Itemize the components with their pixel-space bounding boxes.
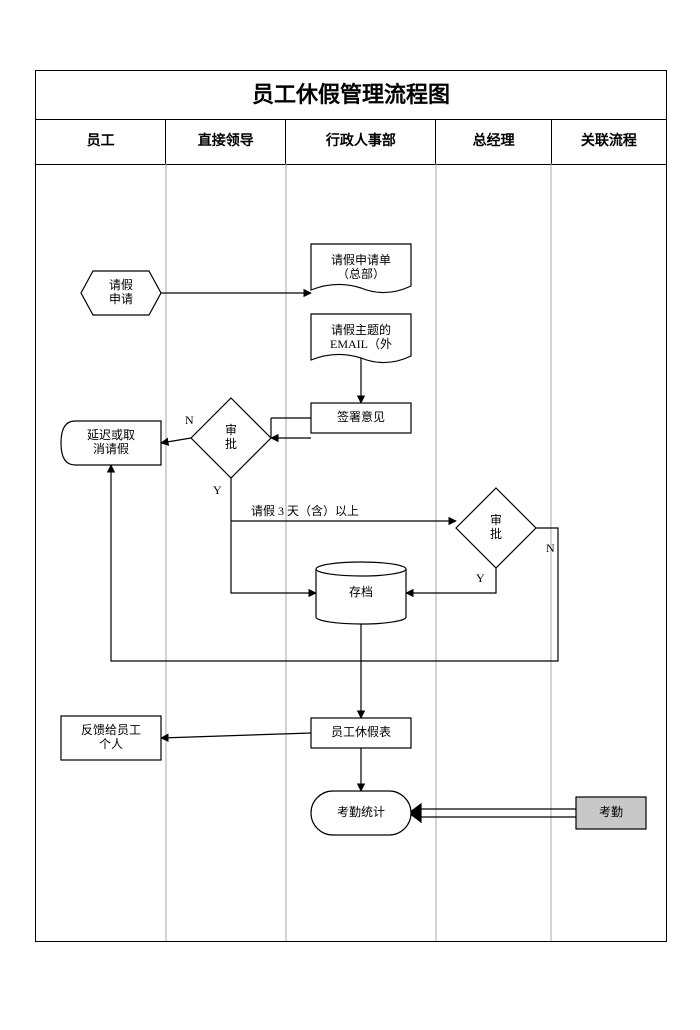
label-y2: Y [476,571,485,585]
node-email: 请假主题的EMAIL（外 [311,314,411,363]
lane-header-rel: 关联流程 [552,120,666,164]
label-cond: 请假 3 天（含）以上 [251,503,359,518]
node-feedback: 反馈给员工个人 [61,716,161,760]
svg-text:存档: 存档 [349,585,373,599]
node-attend: 考勤统计 [311,791,411,835]
svg-text:个人: 个人 [99,737,123,751]
svg-text:（总部）: （总部） [337,266,385,281]
label-n2: N [546,541,555,555]
label-y1: Y [213,483,222,497]
node-sign: 签署意见 [311,403,411,433]
svg-text:员工休假表: 员工休假表 [331,725,391,739]
svg-text:请假申请单: 请假申请单 [331,253,391,267]
svg-text:审: 审 [225,422,237,437]
svg-text:签署意见: 签署意见 [337,409,385,424]
svg-text:请假: 请假 [109,278,133,292]
svg-text:考勤统计: 考勤统计 [337,805,385,819]
node-apply: 请假申请 [81,271,161,315]
flowchart-frame: 员工休假管理流程图 员工 直接领导 行政人事部 总经理 关联流程 请假申请请 [35,70,667,942]
lane-header-hr: 行政人事部 [286,120,436,164]
node-form: 请假申请单（总部） [311,244,411,293]
svg-text:反馈给员工: 反馈给员工 [81,723,141,737]
svg-text:考勤: 考勤 [599,805,623,819]
chart-title: 员工休假管理流程图 [36,71,666,120]
lane-header-gm: 总经理 [436,120,551,164]
lane-header-mgr: 直接领导 [166,120,286,164]
svg-text:审: 审 [490,512,502,527]
svg-text:批: 批 [225,436,237,451]
node-approve1: 审批 [191,398,271,478]
node-attendsrc: 考勤 [576,797,646,829]
node-delay: 延迟或取消请假 [61,421,161,465]
svg-text:批: 批 [490,526,502,541]
svg-text:请假主题的: 请假主题的 [331,322,391,337]
lane-header-emp: 员工 [36,120,166,164]
label-n1: N [185,413,194,427]
svg-text:申请: 申请 [109,292,133,306]
node-approve2: 审批 [456,488,536,568]
node-leavetbl: 员工休假表 [311,718,411,748]
svg-text:延迟或取: 延迟或取 [87,428,135,442]
lane-header-row: 员工 直接领导 行政人事部 总经理 关联流程 [36,120,666,165]
svg-text:EMAIL（外: EMAIL（外 [330,337,392,351]
flowchart-canvas: 请假申请请假申请单（总部）请假主题的EMAIL（外签署意见审批延迟或取消请假审批… [36,163,666,941]
node-archive: 存档 [316,562,406,624]
svg-text:消请假: 消请假 [93,442,129,456]
